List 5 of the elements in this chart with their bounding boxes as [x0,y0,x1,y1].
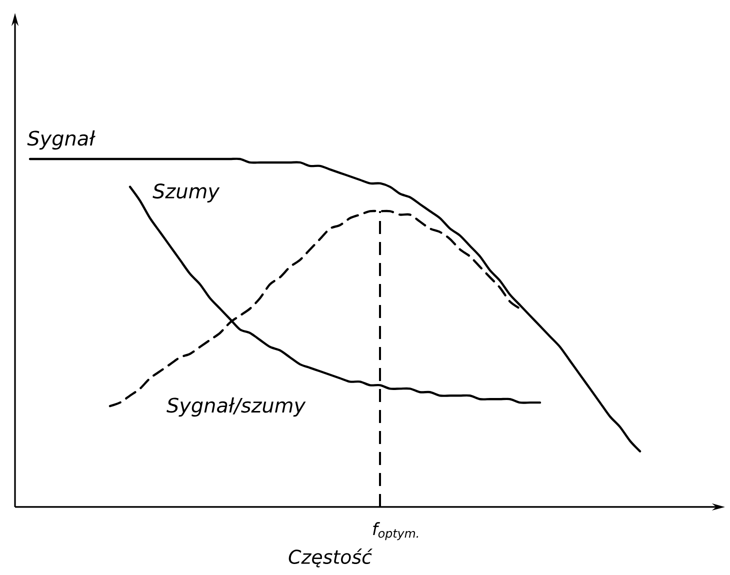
text: f$_{optym.}$ [373,522,418,540]
series-label: Sygnał [27,130,96,150]
series-label: Sygnał/szumy [166,397,306,417]
series-label: Szumy [152,184,220,202]
x-axis-title: Częstość [288,548,373,568]
